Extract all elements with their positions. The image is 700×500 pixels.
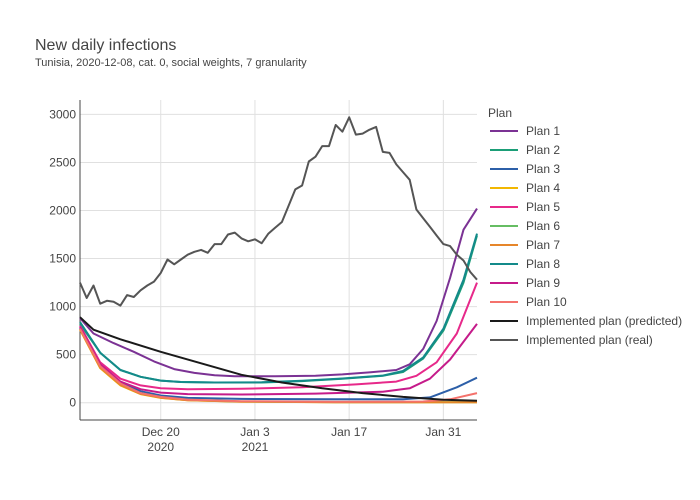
legend-item-4[interactable]: Plan 4 [490,181,560,195]
legend-item-8[interactable]: Plan 8 [490,257,560,271]
legend-item-10[interactable]: Plan 10 [490,295,567,309]
x-tick-label: Jan 3 [240,425,270,439]
series-line-5 [79,282,478,391]
legend-label: Plan 3 [526,162,560,176]
legend-item-6[interactable]: Plan 6 [490,219,560,233]
series-line-9 [79,323,478,396]
legend-item-9[interactable]: Plan 9 [490,276,560,290]
legend-item-12[interactable]: Implemented plan (real) [490,333,653,347]
x-tick-year-label: 2020 [147,440,174,454]
y-tick-label: 1000 [49,300,76,314]
legend-label: Plan 4 [526,181,560,195]
series-line-8 [79,233,478,384]
legend-item-1[interactable]: Plan 1 [490,124,560,138]
legend-label: Implemented plan (real) [526,333,653,347]
legend-label: Plan 5 [526,200,560,214]
chart-title: New daily infections [35,37,176,54]
legend-item-3[interactable]: Plan 3 [490,162,560,176]
chart-subtitle: Tunisia, 2020-12-08, cat. 0, social weig… [35,57,307,69]
legend-label: Implemented plan (predicted) [526,314,682,328]
series-line-11 [79,316,478,402]
x-tick-year-label: 2021 [242,440,269,454]
y-axis: 0 500 1000 1500 2000 2500 3000 [49,107,76,409]
series-line-10 [79,328,478,403]
legend-label: Plan 2 [526,143,560,157]
legend[interactable]: Plan Plan 1 Plan 2 Plan 3 Plan 4 Plan 5 Plan … [488,106,682,347]
legend-item-11[interactable]: Implemented plan (predicted) [490,314,682,328]
series-line-12 [79,116,478,307]
series-lines [79,116,478,404]
y-tick-label: 0 [69,396,76,410]
y-tick-label: 2000 [49,204,76,218]
x-tick-label: Jan 17 [331,425,367,439]
y-tick-label: 3000 [49,107,76,121]
legend-title: Plan [488,106,512,120]
y-tick-label: 500 [56,348,76,362]
grid [79,100,477,421]
legend-label: Plan 6 [526,219,560,233]
legend-label: Plan 7 [526,238,560,252]
legend-label: Plan 8 [526,257,560,271]
legend-label: Plan 10 [526,295,567,309]
legend-item-2[interactable]: Plan 2 [490,143,560,157]
legend-item-7[interactable]: Plan 7 [490,238,560,252]
legend-item-5[interactable]: Plan 5 [490,200,560,214]
y-tick-label: 2500 [49,155,76,169]
legend-label: Plan 1 [526,124,560,138]
series-line-1 [79,208,478,378]
x-tick-label: Dec 20 [142,425,180,439]
y-tick-label: 1500 [49,252,76,266]
legend-label: Plan 9 [526,276,560,290]
x-tick-label: Jan 31 [425,425,461,439]
